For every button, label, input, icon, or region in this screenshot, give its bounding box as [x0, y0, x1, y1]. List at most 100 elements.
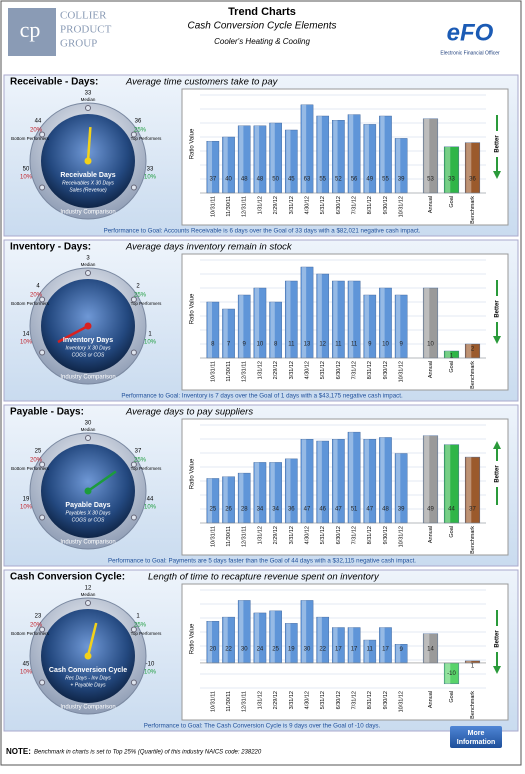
value-label: 49: [427, 507, 434, 513]
bar-shine: [364, 439, 369, 523]
bar-shine: [223, 617, 228, 663]
x-tick-label: Goal: [449, 526, 455, 538]
value-label: 48: [257, 177, 264, 183]
button-label[interactable]: More: [468, 730, 485, 737]
x-tick-label: 10/31/11: [210, 691, 216, 712]
gauge-text: + Payable Days: [70, 682, 106, 688]
x-tick-label: 4/30/12: [304, 196, 310, 214]
gauge-text: Cash Conversion Cycle: [49, 667, 127, 674]
bar-shine: [380, 288, 385, 358]
gauge-text: Receivables X 30 Days: [62, 180, 114, 186]
gauge-text: 1: [136, 614, 140, 620]
x-tick-label: 8/31/12: [367, 526, 373, 544]
x-tick-label: 2/29/12: [273, 691, 279, 709]
chart-frame: [181, 583, 509, 721]
gauge-knob: [39, 184, 46, 191]
panel-title: Payable - Days:: [10, 407, 84, 418]
x-tick-label: Benchmark: [470, 691, 476, 719]
value-label: 49: [366, 177, 373, 183]
x-tick-label: 8/31/12: [367, 691, 373, 709]
performance-note: Performance to Goal: Payments are 5 days…: [108, 558, 416, 565]
gauge-text: Top Performers: [131, 301, 163, 306]
x-tick-label: 8/31/12: [367, 361, 373, 379]
x-tick-label: 4/30/12: [304, 526, 310, 544]
bar-shine: [466, 142, 472, 193]
bar-shine: [239, 295, 244, 358]
x-tick-label: 10/31/12: [399, 196, 405, 217]
gauge-text: 10%: [144, 670, 157, 676]
gauge-text: 19: [23, 497, 30, 503]
x-tick-label: Benchmark: [470, 526, 476, 554]
value-label: 52: [335, 177, 342, 183]
gauge-knob: [85, 600, 91, 606]
gauge-text: 20%: [30, 458, 43, 464]
gauge-text: Bottom Performers: [11, 136, 50, 141]
x-tick-label: 12/31/11: [242, 196, 248, 217]
value-label: 40: [225, 177, 232, 183]
gauge-text: Industry Comparison: [60, 540, 115, 546]
gauge-text: Top Performers: [131, 631, 163, 636]
better-label: Better: [495, 300, 501, 318]
x-tick-label: 12/31/11: [242, 691, 248, 712]
x-tick-label: 9/30/12: [383, 691, 389, 709]
x-tick-label: 2/29/12: [273, 526, 279, 544]
header-title: Trend Charts: [228, 6, 296, 18]
gauge-text: 2: [136, 284, 140, 290]
gauge-text: 25%: [134, 458, 147, 464]
x-tick-label: 2/29/12: [273, 361, 279, 379]
value-label: 11: [351, 342, 358, 348]
bar-shine: [317, 116, 322, 193]
gauge-text: 10%: [20, 340, 33, 346]
bar-shine: [364, 124, 369, 193]
better-box: [492, 131, 502, 157]
bar-shine: [348, 114, 354, 193]
bar-shine: [348, 432, 354, 523]
gauge-knob: [39, 461, 46, 468]
bar-shine: [333, 627, 338, 663]
value-label: 9: [243, 342, 247, 348]
value-label: 24: [257, 647, 264, 653]
x-tick-label: 5/31/12: [320, 691, 326, 709]
x-tick-label: 11/30/11: [226, 526, 232, 547]
gauge-hub: [84, 487, 92, 495]
gauge-knob: [130, 131, 137, 138]
bar-shine: [270, 610, 275, 663]
value-label: 11: [335, 342, 342, 348]
bar-shine: [207, 302, 213, 358]
x-tick-label: 11/30/11: [226, 361, 232, 382]
gauge-knob: [85, 105, 91, 111]
x-tick-label: Goal: [449, 361, 455, 373]
bar-shine: [396, 295, 401, 358]
more-info-button[interactable]: [450, 726, 502, 748]
gauge-text: Median: [81, 592, 96, 597]
value-label: 1: [450, 354, 454, 360]
gauge-text: Top Performers: [131, 466, 163, 471]
panel-title: Inventory - Days:: [10, 242, 91, 253]
bar-shine: [466, 660, 472, 663]
bar-shine: [270, 123, 275, 193]
note: Benchmark in charts is set to Top 25% (Q…: [34, 750, 262, 756]
value-label: 28: [241, 507, 248, 513]
button-label[interactable]: Information: [457, 739, 496, 746]
bar-shine: [254, 125, 260, 193]
bar-shine: [396, 644, 401, 663]
gauge-text: 4: [36, 284, 40, 290]
company-name: Cooler's Heating & Cooling: [214, 37, 310, 46]
gauge-needle: [87, 470, 117, 493]
x-tick-label: Benchmark: [470, 196, 476, 224]
value-label: 63: [304, 177, 311, 183]
header-subtitle: Cash Conversion Cycle Elements: [188, 21, 337, 32]
bar-shine: [286, 623, 291, 663]
panel-subtitle: Average days to pay suppliers: [125, 407, 253, 418]
x-tick-label: 7/31/12: [352, 526, 358, 544]
gauge-text: Bottom Performers: [11, 466, 50, 471]
x-tick-label: Annual: [428, 196, 434, 213]
bar-shine: [286, 281, 291, 358]
gauge-knob: [39, 679, 46, 686]
x-tick-label: Goal: [449, 691, 455, 703]
right-logo: eFO: [447, 19, 494, 46]
x-tick-label: 3/31/12: [289, 691, 295, 709]
left-logo-mark: [8, 8, 56, 56]
